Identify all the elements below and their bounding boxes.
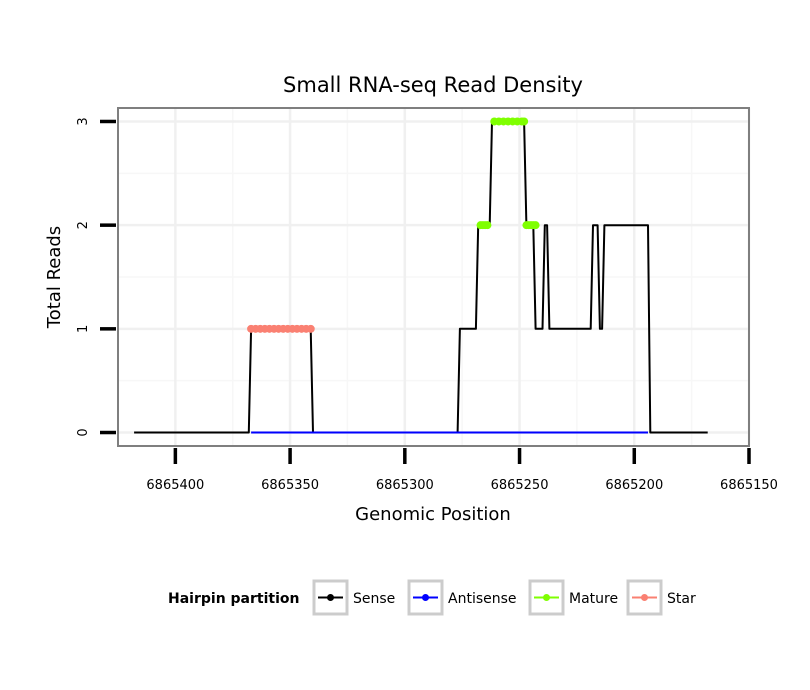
x-axis-title: Genomic Position [355, 504, 511, 525]
chart-title: Small RNA-seq Read Density [283, 73, 583, 97]
legend-item-antisense: Antisense [407, 579, 517, 616]
legend-key-point [327, 594, 334, 601]
series-layer [134, 117, 708, 434]
data-point-mature [483, 221, 492, 230]
legend-key-point [641, 594, 648, 601]
legend-item-sense: Sense [312, 579, 395, 616]
legend-title: Hairpin partition [168, 591, 299, 607]
legend-label: Antisense [448, 591, 517, 607]
legend-label: Sense [353, 591, 395, 607]
y-tick-label: 0 [76, 428, 91, 436]
x-axis: 6865400 6865350 6865300 6865250 6865200 68651… [146, 448, 778, 493]
legend-key-point [543, 594, 550, 601]
y-axis-title: Total Reads [44, 226, 65, 329]
legend-item-mature: Mature [528, 579, 618, 616]
y-tick-label: 3 [76, 117, 91, 125]
y-axis: 0 1 2 3 [76, 117, 116, 437]
data-point-mature [531, 221, 540, 230]
x-tick-label: 6865350 [261, 478, 319, 493]
legend-label: Star [667, 591, 696, 607]
x-tick-label: 6865250 [491, 478, 549, 493]
x-tick-label: 6865300 [376, 478, 434, 493]
legend-key-point [422, 594, 429, 601]
legend: Hairpin partition Sense Antisense Mature St… [168, 579, 696, 616]
data-point-star [306, 324, 315, 333]
legend-item-star: Star [626, 579, 696, 616]
data-point-mature [520, 117, 529, 126]
y-tick-label: 1 [76, 325, 91, 333]
legend-label: Mature [569, 591, 618, 607]
x-tick-label: 6865150 [720, 478, 778, 493]
y-tick-label: 2 [76, 221, 91, 229]
plot-border [117, 107, 750, 447]
x-tick-label: 6865200 [605, 478, 663, 493]
x-tick-label: 6865400 [146, 478, 204, 493]
